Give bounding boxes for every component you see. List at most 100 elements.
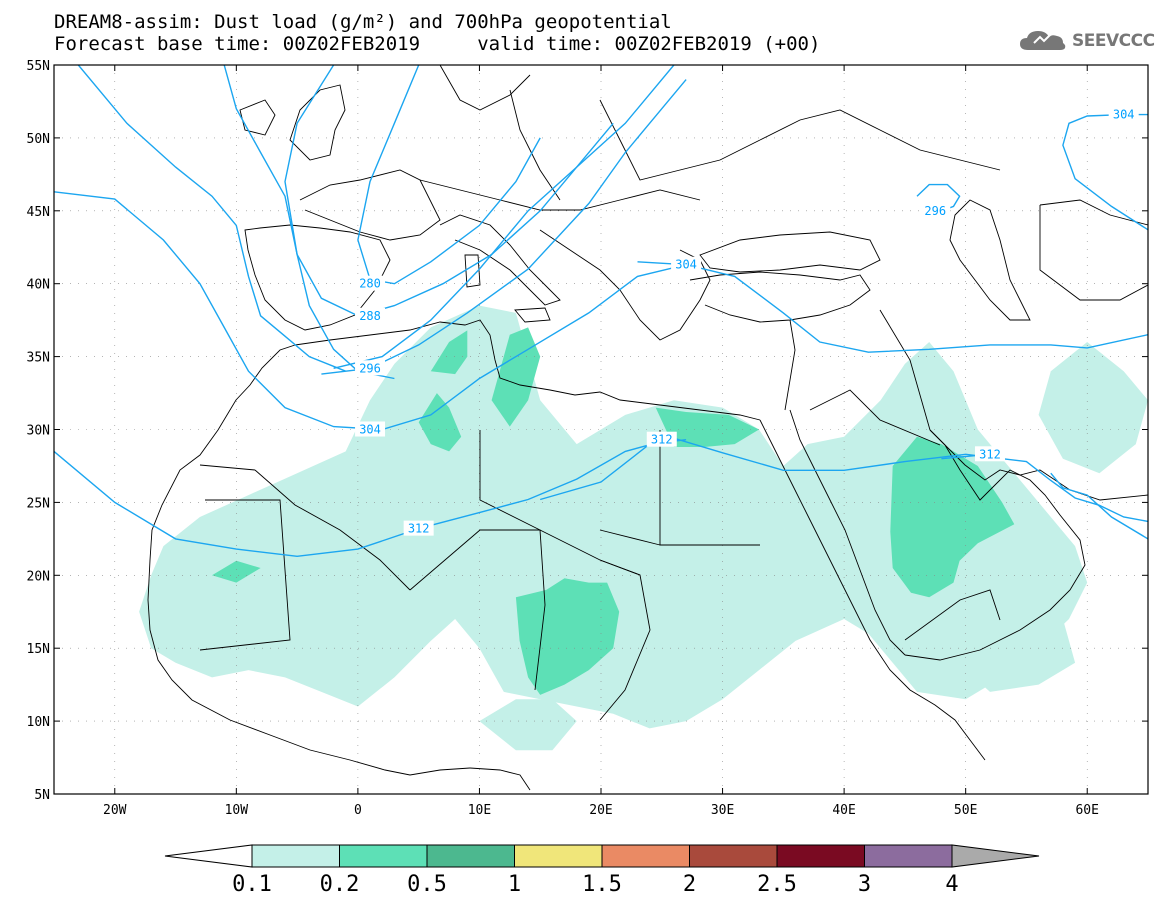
colorbar-segment [339, 844, 428, 868]
coastline-italy [439, 214, 561, 306]
contour-label: 296 [924, 204, 946, 218]
dust-region-0-2 [491, 327, 541, 427]
dust-region-0-1 [1038, 342, 1148, 474]
colorbar-label: 0.1 [232, 872, 272, 897]
lat-tick-label: 20N [27, 569, 50, 584]
border-central-asia [1039, 205, 1148, 301]
logo-text: SEEVCCC [1072, 31, 1155, 51]
border-mali-niger [409, 529, 546, 691]
dust-region-0-2 [418, 393, 462, 452]
coastline-red-sea-east [789, 409, 906, 656]
contour-label-bg [355, 307, 386, 323]
colorbar-label: 0.2 [320, 872, 360, 897]
contour-label-bg [403, 520, 434, 536]
colorbar-over-arrow [951, 844, 1040, 868]
geopotential-contour-296 [223, 65, 395, 380]
coastline-west-africa [149, 344, 296, 561]
coastline-red-sea-west [759, 419, 986, 761]
lon-tick-label: 20E [589, 803, 612, 818]
contour-label-bg [671, 256, 702, 272]
dust-region-0-1 [139, 305, 1088, 729]
lon-tick-label: 20W [103, 803, 127, 818]
colorbar-segment [689, 844, 778, 868]
geopotential-contour-312 [1050, 472, 1148, 540]
geopotential-contour-288 [284, 65, 614, 317]
colorbar-label: 3 [858, 872, 871, 897]
lat-tick-label: 55N [27, 59, 50, 74]
dust-region-0-1 [479, 699, 577, 751]
contour-label: 312 [979, 447, 1001, 461]
coastline-scandinavia [439, 65, 531, 111]
border-europe-2 [509, 89, 561, 201]
dust-region-0-2 [890, 436, 1015, 598]
colorbar-segment [864, 844, 953, 868]
coastline-gulf-guinea [469, 767, 531, 791]
contour-label-bg [1108, 106, 1139, 122]
border-chad-sudan [599, 559, 651, 721]
lon-tick-label: 0 [354, 803, 362, 818]
title-line-1: DREAM8-assim: Dust load (g/m²) and 700hP… [54, 11, 672, 33]
contour-label-bg [355, 275, 386, 291]
colorbar-segment [776, 844, 865, 868]
contour-label-bg [646, 431, 677, 447]
contour-label: 304 [675, 258, 697, 272]
colorbar-segment [601, 844, 690, 868]
coastline-levant [784, 319, 796, 411]
contour-label: 280 [359, 277, 381, 291]
coastline-iberia [244, 224, 391, 331]
colorbar-segment [514, 844, 603, 868]
coastline-arabian-peninsula [904, 429, 1086, 661]
lat-tick-label: 30N [27, 424, 50, 439]
border-europe-3 [599, 99, 761, 181]
lon-tick-label: 50E [954, 803, 977, 818]
border-libya-south [599, 529, 661, 546]
colorbar-label: 0.5 [407, 872, 447, 897]
geopotential-contours: 304 304 304 296 296 288 280 312 312 312 [54, 65, 1148, 558]
seevccc-logo: SEEVCCC [1018, 28, 1155, 54]
contour-label: 296 [359, 361, 381, 375]
lon-tick-label: 40E [832, 803, 855, 818]
colorbar-label: 1 [508, 872, 521, 897]
coastline-west-africa-south [147, 559, 471, 776]
contour-label: 304 [1113, 108, 1135, 122]
coastline-british-isles [289, 84, 346, 161]
dust-region-0-2 [212, 560, 261, 583]
geopotential-contour-304 [333, 65, 675, 369]
dust-region-0-2 [515, 578, 620, 695]
contour-label-bg [974, 446, 1005, 462]
colorbar: 0.1 0.2 0.5 1 1.5 2 2.5 3 4 [164, 844, 1040, 897]
lat-tick-label: 5N [34, 788, 50, 803]
lon-tick-label: 10E [468, 803, 491, 818]
cloud-icon [1020, 31, 1066, 50]
coastline-black-sea [699, 231, 881, 273]
coastline-balkans-greece [539, 229, 711, 341]
border-kazakhstan [1039, 199, 1148, 226]
coastlines-and-borders [147, 65, 1148, 791]
lat-tick-label: 40N [27, 278, 50, 293]
geopotential-contour-304 [54, 191, 1148, 431]
contour-label: 312 [408, 522, 430, 536]
border-saudi-yemen [904, 589, 1001, 641]
contour-label: 304 [359, 423, 381, 437]
dust-region-0-2 [430, 330, 468, 375]
coastline-north-africa [294, 319, 761, 421]
geopotential-contour-304 [77, 65, 346, 372]
contour-label: 312 [651, 433, 673, 447]
title-line-2: Forecast base time: 00Z02FEB2019 valid t… [54, 33, 821, 55]
coastline-sardinia [464, 254, 481, 288]
border-europe-1 [419, 179, 701, 211]
lon-tick-label: 60E [1075, 803, 1098, 818]
border-sahara-3 [199, 464, 256, 471]
coastline-ireland [239, 99, 276, 136]
colorbar-label: 2.5 [757, 872, 797, 897]
lat-tick-label: 10N [27, 715, 50, 730]
colorbar-segment [426, 844, 515, 868]
border-sahara-2 [254, 469, 411, 591]
contour-label-bg [920, 202, 951, 218]
dust-region-0-2 [655, 407, 759, 447]
lat-tick-label: 45N [27, 205, 50, 220]
colorbar-label: 4 [945, 872, 958, 897]
coastline-turkey [689, 271, 871, 323]
colorbar-label: 1.5 [582, 872, 622, 897]
